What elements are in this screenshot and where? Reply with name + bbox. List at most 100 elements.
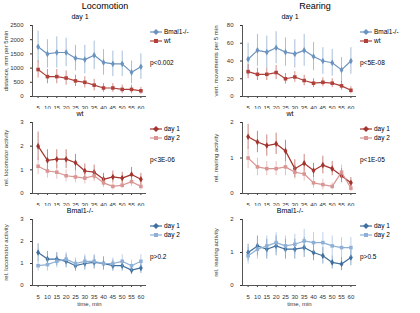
svg-text:1500: 1500 — [10, 51, 24, 57]
svg-text:45: 45 — [320, 202, 327, 206]
svg-text:20: 20 — [273, 202, 280, 206]
svg-text:35: 35 — [91, 105, 98, 109]
svg-text:15: 15 — [263, 294, 270, 300]
svg-text:55: 55 — [338, 105, 345, 109]
svg-text:60: 60 — [227, 40, 234, 46]
svg-text:60: 60 — [348, 105, 355, 109]
svg-text:45: 45 — [110, 105, 117, 109]
svg-text:time, min: time, min — [287, 301, 311, 307]
svg-text:rel. rearing activity: rel. rearing activity — [213, 134, 219, 183]
svg-text:0: 0 — [230, 282, 234, 288]
svg-text:30: 30 — [291, 105, 298, 109]
svg-text:60: 60 — [138, 105, 145, 109]
svg-text:50: 50 — [119, 105, 126, 109]
svg-text:40: 40 — [100, 105, 107, 109]
svg-text:20: 20 — [273, 294, 280, 300]
svg-text:60: 60 — [348, 202, 355, 206]
svg-text:distance, mm per 5min: distance, mm per 5min — [3, 31, 9, 92]
svg-text:15: 15 — [263, 202, 270, 206]
svg-text:10: 10 — [44, 202, 51, 206]
svg-text:25: 25 — [72, 202, 79, 206]
svg-text:rel. rearing activity: rel. rearing activity — [213, 228, 219, 277]
svg-text:40: 40 — [310, 202, 317, 206]
svg-text:50: 50 — [119, 294, 126, 300]
svg-text:55: 55 — [128, 105, 135, 109]
svg-text:55: 55 — [128, 202, 135, 206]
svg-text:10: 10 — [44, 105, 51, 109]
svg-text:50: 50 — [329, 294, 336, 300]
svg-text:20: 20 — [63, 294, 70, 300]
svg-text:5: 5 — [246, 202, 250, 206]
svg-text:20: 20 — [273, 105, 280, 109]
svg-text:5: 5 — [246, 105, 250, 109]
svg-text:5: 5 — [246, 294, 250, 300]
svg-text:60: 60 — [138, 294, 145, 300]
svg-text:2: 2 — [230, 216, 234, 222]
svg-text:55: 55 — [338, 202, 345, 206]
svg-text:30: 30 — [81, 202, 88, 206]
svg-text:10: 10 — [254, 202, 261, 206]
svg-text:0: 0 — [20, 190, 24, 196]
svg-text:40: 40 — [227, 58, 234, 64]
svg-text:50: 50 — [119, 202, 126, 206]
svg-text:1: 1 — [20, 260, 24, 266]
svg-text:rel. locomotor activity: rel. locomotor activity — [3, 224, 9, 280]
svg-text:10: 10 — [254, 105, 261, 109]
svg-text:500: 500 — [13, 79, 24, 85]
svg-text:30: 30 — [81, 105, 88, 109]
svg-text:0: 0 — [230, 190, 234, 196]
svg-text:60: 60 — [348, 294, 355, 300]
svg-text:1: 1 — [230, 155, 234, 161]
svg-text:45: 45 — [110, 294, 117, 300]
svg-text:50: 50 — [329, 202, 336, 206]
svg-text:15: 15 — [53, 105, 60, 109]
svg-text:25: 25 — [72, 105, 79, 109]
svg-text:time, min: time, min — [77, 301, 101, 307]
svg-text:35: 35 — [91, 202, 98, 206]
svg-text:1000: 1000 — [10, 65, 24, 71]
svg-text:20: 20 — [227, 76, 234, 82]
svg-text:15: 15 — [53, 294, 60, 300]
svg-text:30: 30 — [291, 202, 298, 206]
svg-text:2000: 2000 — [10, 37, 24, 43]
svg-text:25: 25 — [282, 105, 289, 109]
svg-text:3: 3 — [20, 216, 24, 222]
svg-text:2: 2 — [20, 238, 24, 244]
svg-text:40: 40 — [310, 105, 317, 109]
svg-text:35: 35 — [91, 294, 98, 300]
svg-text:40: 40 — [100, 202, 107, 206]
svg-text:5: 5 — [36, 202, 40, 206]
svg-text:35: 35 — [301, 105, 308, 109]
svg-text:2500: 2500 — [10, 22, 24, 28]
svg-text:15: 15 — [53, 202, 60, 206]
svg-text:10: 10 — [44, 294, 51, 300]
svg-text:50: 50 — [329, 105, 336, 109]
svg-text:25: 25 — [282, 202, 289, 206]
svg-text:rel. locomotor activity: rel. locomotor activity — [3, 130, 9, 186]
svg-text:80: 80 — [227, 22, 234, 28]
svg-text:25: 25 — [72, 294, 79, 300]
svg-text:30: 30 — [81, 294, 88, 300]
svg-text:0: 0 — [20, 282, 24, 288]
svg-text:3: 3 — [20, 119, 24, 125]
svg-text:20: 20 — [63, 202, 70, 206]
svg-text:10: 10 — [254, 294, 261, 300]
svg-text:55: 55 — [338, 294, 345, 300]
svg-text:45: 45 — [320, 294, 327, 300]
svg-text:5: 5 — [36, 105, 40, 109]
svg-text:60: 60 — [138, 202, 145, 206]
svg-text:35: 35 — [301, 294, 308, 300]
svg-text:55: 55 — [128, 294, 135, 300]
svg-text:25: 25 — [282, 294, 289, 300]
svg-text:1: 1 — [230, 249, 234, 255]
svg-text:5: 5 — [36, 294, 40, 300]
svg-text:45: 45 — [320, 105, 327, 109]
svg-text:0: 0 — [230, 93, 234, 99]
svg-text:45: 45 — [110, 202, 117, 206]
svg-text:2: 2 — [20, 143, 24, 149]
svg-text:1: 1 — [20, 167, 24, 173]
svg-text:40: 40 — [310, 294, 317, 300]
svg-text:40: 40 — [100, 294, 107, 300]
svg-text:30: 30 — [291, 294, 298, 300]
svg-text:vert. movements per 5 min: vert. movements per 5 min — [213, 25, 219, 96]
